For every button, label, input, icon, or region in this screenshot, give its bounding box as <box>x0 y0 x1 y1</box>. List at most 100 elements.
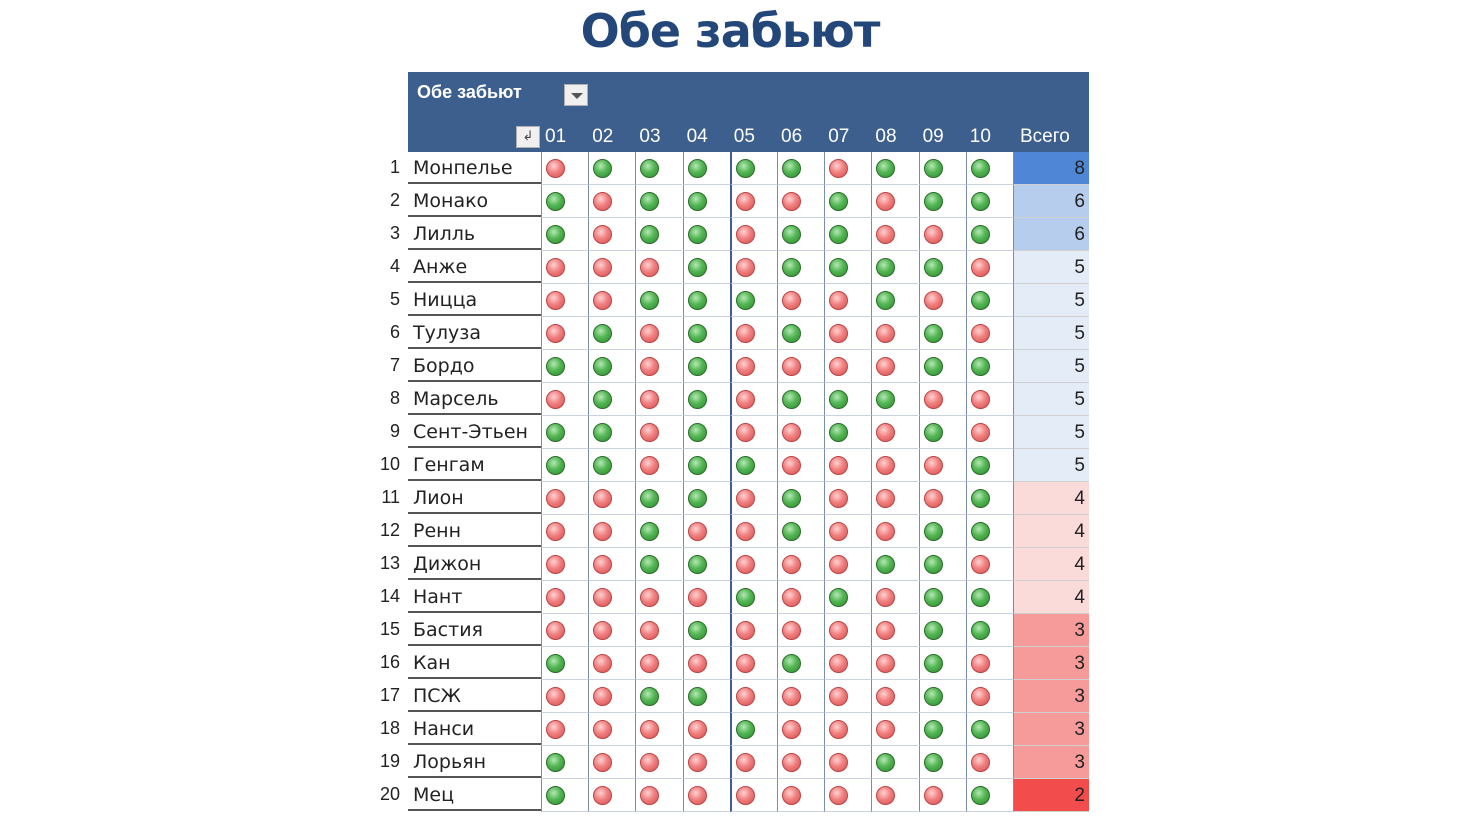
red-circle-icon <box>640 753 660 772</box>
result-cell <box>541 152 588 185</box>
result-cell <box>918 185 966 218</box>
result-cell <box>918 713 966 746</box>
result-cell <box>918 350 966 383</box>
result-cell <box>871 581 919 614</box>
result-cell <box>965 614 1013 647</box>
result-cell <box>871 647 919 680</box>
result-cell <box>588 185 636 218</box>
row-number: 1 <box>389 157 400 177</box>
green-circle-icon <box>970 291 990 310</box>
result-cell <box>635 647 683 680</box>
result-cell <box>729 515 777 548</box>
red-circle-icon <box>970 423 990 442</box>
dropdown-arrow-icon[interactable] <box>564 84 588 106</box>
green-circle-icon <box>923 753 943 772</box>
result-cell <box>682 779 730 812</box>
green-circle-icon <box>546 654 565 673</box>
green-circle-icon <box>687 621 707 640</box>
green-circle-icon <box>923 159 943 178</box>
result-cell <box>588 647 636 680</box>
red-circle-icon <box>546 621 565 640</box>
red-circle-icon <box>923 786 943 805</box>
red-circle-icon <box>970 753 990 772</box>
result-cell <box>965 284 1013 317</box>
result-cell <box>777 218 824 251</box>
table-row: 20 Мец 2 <box>360 779 1100 812</box>
green-circle-icon <box>923 192 943 211</box>
team-name: Сент-Этьен <box>408 416 541 448</box>
row-number: 14 <box>379 586 400 606</box>
result-cell <box>541 284 588 317</box>
result-cell <box>541 185 588 218</box>
result-cell <box>729 251 777 284</box>
table-row: 11 Лион 4 <box>360 482 1100 515</box>
result-cell <box>777 779 824 812</box>
red-circle-icon <box>829 489 849 508</box>
red-circle-icon <box>593 258 613 277</box>
result-cell <box>588 218 636 251</box>
table-row: 1 Монпелье 8 <box>360 152 1100 185</box>
result-cell <box>871 746 919 779</box>
team-name: Лилль <box>408 218 541 250</box>
row-number: 19 <box>379 751 400 771</box>
green-circle-icon <box>970 621 990 640</box>
green-circle-icon <box>546 225 565 244</box>
red-circle-icon <box>970 555 990 574</box>
red-circle-icon <box>735 225 755 244</box>
result-cell <box>635 548 683 581</box>
result-cell <box>918 218 966 251</box>
red-circle-icon <box>593 687 613 706</box>
result-cell <box>729 548 777 581</box>
red-circle-icon <box>782 423 801 442</box>
green-circle-icon <box>687 489 707 508</box>
result-cell <box>871 449 919 482</box>
result-cell <box>588 515 636 548</box>
table-row: 8 Марсель 5 <box>360 383 1100 416</box>
result-cell <box>635 251 683 284</box>
result-cell <box>918 416 966 449</box>
result-cell <box>871 383 919 416</box>
total-cell: 8 <box>1013 152 1089 185</box>
result-cell <box>682 416 730 449</box>
result-cell <box>729 449 777 482</box>
green-circle-icon <box>923 423 943 442</box>
red-circle-icon <box>640 324 660 343</box>
green-circle-icon <box>876 753 896 772</box>
result-cell <box>729 779 777 812</box>
result-cell <box>635 218 683 251</box>
team-name: Бордо <box>408 350 541 382</box>
team-name: Марсель <box>408 383 541 415</box>
result-cell <box>541 548 588 581</box>
red-circle-icon <box>593 291 613 310</box>
green-circle-icon <box>782 390 801 409</box>
table-row: 12 Ренн 4 <box>360 515 1100 548</box>
red-circle-icon <box>735 324 755 343</box>
result-cell <box>824 647 872 680</box>
result-cell <box>824 284 872 317</box>
result-cell <box>541 218 588 251</box>
green-circle-icon <box>546 786 565 805</box>
red-circle-icon <box>782 192 801 211</box>
green-circle-icon <box>735 291 755 310</box>
result-cell <box>729 185 777 218</box>
green-circle-icon <box>640 192 660 211</box>
green-circle-icon <box>829 588 849 607</box>
total-cell: 6 <box>1013 185 1089 218</box>
red-circle-icon <box>593 588 613 607</box>
result-cell <box>918 515 966 548</box>
red-circle-icon <box>829 720 849 739</box>
total-cell: 5 <box>1013 449 1089 482</box>
result-cell <box>682 284 730 317</box>
green-circle-icon <box>923 522 943 541</box>
result-cell <box>824 548 872 581</box>
result-cell <box>918 614 966 647</box>
red-circle-icon <box>923 291 943 310</box>
result-cell <box>682 185 730 218</box>
red-circle-icon <box>735 423 755 442</box>
result-cell <box>918 251 966 284</box>
red-circle-icon <box>876 192 896 211</box>
result-cell <box>541 449 588 482</box>
green-circle-icon <box>970 192 990 211</box>
sort-icon[interactable]: ↲ <box>516 126 540 148</box>
result-cell <box>729 218 777 251</box>
